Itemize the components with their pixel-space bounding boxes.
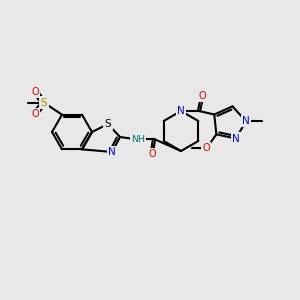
- Text: O: O: [148, 149, 156, 159]
- Text: O: O: [198, 91, 206, 101]
- Text: N: N: [177, 106, 185, 116]
- Text: N: N: [242, 116, 250, 126]
- Text: NH: NH: [131, 134, 145, 143]
- Text: O: O: [202, 143, 210, 153]
- Text: O: O: [31, 109, 39, 119]
- Text: S: S: [105, 119, 111, 129]
- Text: O: O: [31, 87, 39, 97]
- Text: S: S: [41, 98, 47, 108]
- Text: N: N: [108, 147, 116, 157]
- Text: N: N: [232, 134, 240, 143]
